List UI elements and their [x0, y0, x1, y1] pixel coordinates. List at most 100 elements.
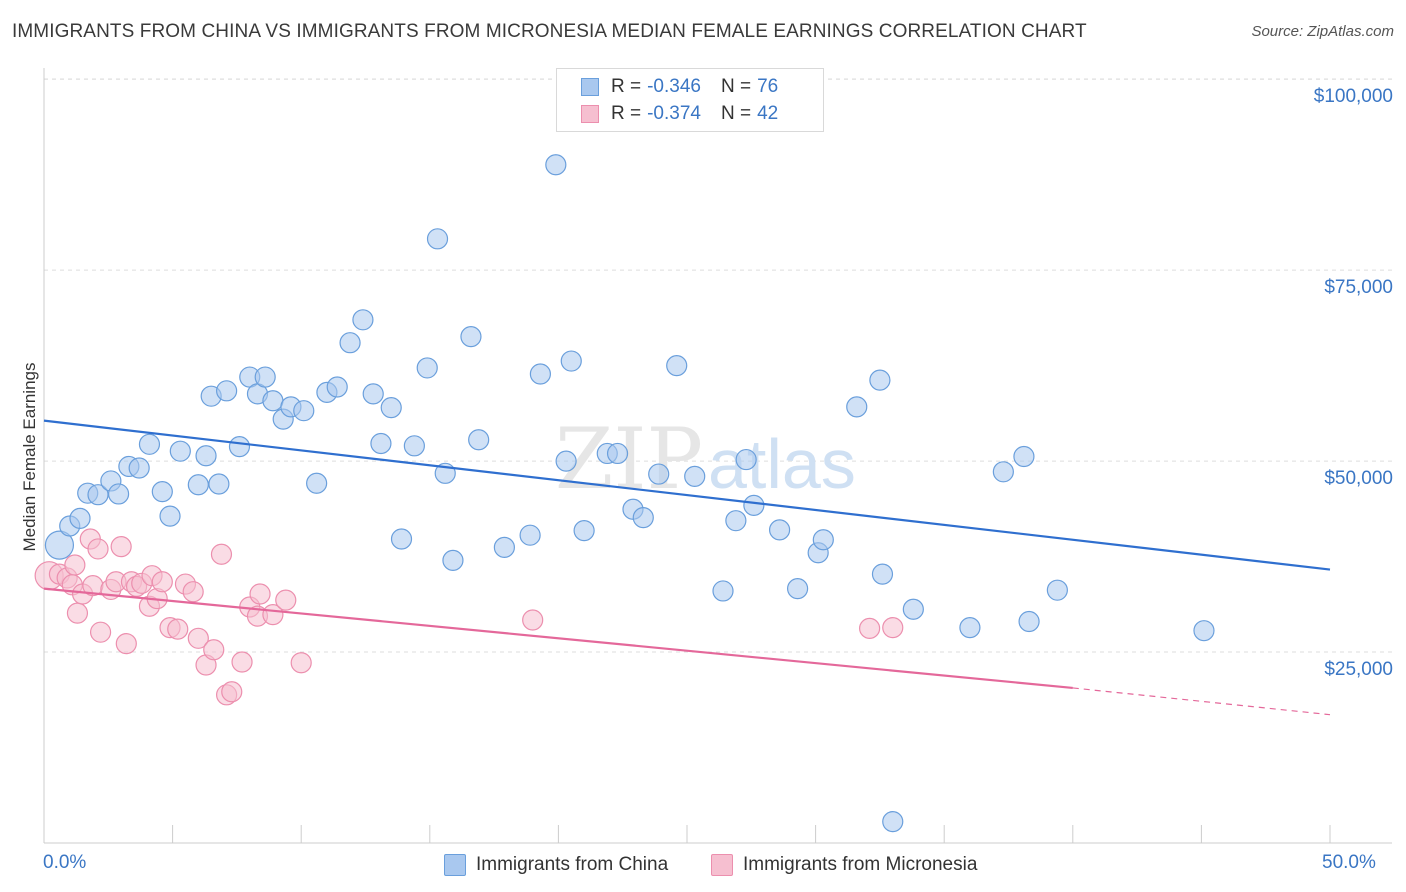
micronesia-point-37	[275, 589, 297, 611]
china-point-18	[228, 435, 251, 458]
china-point-21	[254, 366, 276, 388]
micronesia-n-label: N =	[720, 103, 752, 124]
micronesia-point-23	[167, 618, 189, 640]
micronesia-point-29	[210, 543, 233, 565]
china-point-44	[529, 363, 551, 385]
china-point-72	[1018, 610, 1040, 633]
micronesia-point-35	[249, 583, 271, 605]
micronesia-point-41	[882, 617, 904, 639]
china-point-60	[768, 519, 791, 541]
watermark-zip: ZIP	[555, 410, 703, 508]
china-point-33	[380, 397, 402, 419]
china-point-71	[1013, 445, 1035, 468]
china-point-46	[555, 450, 577, 472]
china-r-value: -0.346	[647, 76, 701, 97]
micronesia-point-4	[64, 554, 86, 576]
china-point-14	[195, 445, 217, 467]
china-r-label: R =	[611, 76, 642, 97]
china-point-36	[416, 357, 438, 379]
micronesia-point-38	[290, 652, 312, 674]
micronesia-point-14	[115, 633, 137, 655]
china-point-17	[216, 380, 238, 402]
china-point-69	[959, 617, 981, 639]
china-point-40	[460, 326, 482, 348]
y-tick-label-50000: $50,000	[1324, 468, 1393, 489]
y-axis-title: Median Female Earnings	[20, 362, 39, 552]
micronesia-point-13	[110, 536, 132, 558]
china-point-2	[69, 507, 91, 529]
china-point-0	[44, 530, 75, 560]
china-series	[44, 154, 1215, 833]
china-point-29	[339, 332, 361, 354]
micronesia-trend-extension	[1072, 687, 1331, 716]
chart-title: IMMIGRANTS FROM CHINA VS IMMIGRANTS FROM…	[12, 21, 1087, 42]
china-trend-line	[43, 419, 1331, 571]
micronesia-r-label: R =	[611, 103, 642, 124]
china-swatch	[581, 78, 599, 96]
gridlines	[44, 78, 1392, 653]
china-point-58	[735, 448, 757, 471]
china-point-66	[871, 563, 894, 585]
china-point-30	[352, 309, 374, 331]
micronesia-point-5	[66, 602, 89, 624]
china-point-31	[362, 383, 384, 405]
micronesia-point-39	[522, 609, 544, 631]
china-point-11	[159, 505, 181, 527]
china-point-39	[442, 549, 464, 571]
china-point-50	[606, 442, 629, 465]
micronesia-point-26	[187, 627, 209, 649]
micronesia-point-25	[182, 581, 204, 603]
micronesia-trend-line	[43, 587, 1073, 690]
china-point-41	[468, 429, 490, 451]
x-min-label: 0.0%	[43, 852, 87, 873]
china-point-68	[902, 598, 924, 620]
bottom-legend-micronesia: Immigrants from Micronesia	[711, 852, 977, 878]
china-point-67	[882, 811, 904, 833]
micronesia-swatch	[581, 105, 599, 123]
bottom-legend-china: Immigrants from China	[444, 852, 668, 878]
china-point-54	[666, 355, 688, 377]
china-point-47	[560, 350, 582, 372]
legend-row-micronesia: R = -0.374 N = 42	[581, 101, 778, 127]
micronesia-point-31	[221, 681, 243, 703]
micronesia-point-40	[859, 617, 881, 639]
bottom-china-swatch	[444, 854, 466, 876]
micronesia-point-28	[203, 639, 225, 661]
y-tick-label-100000: $100,000	[1313, 86, 1393, 107]
china-point-59	[743, 494, 765, 517]
china-point-42	[493, 536, 515, 559]
china-point-64	[846, 396, 868, 418]
china-point-45	[545, 154, 567, 176]
micronesia-point-32	[231, 651, 253, 673]
y-tick-label-75000: $75,000	[1324, 277, 1393, 298]
china-point-43	[519, 524, 541, 546]
china-point-65	[869, 369, 891, 391]
china-point-48	[573, 520, 595, 542]
bottom-micronesia-label: Immigrants from Micronesia	[743, 854, 978, 875]
micronesia-point-10	[89, 621, 112, 643]
bottom-micronesia-swatch	[711, 854, 733, 876]
china-point-10	[151, 481, 173, 503]
china-point-4	[87, 484, 109, 506]
china-point-61	[786, 578, 809, 600]
china-point-57	[725, 510, 747, 532]
micronesia-n-value: 42	[757, 103, 779, 124]
china-point-6	[107, 483, 130, 505]
china-n-label: N =	[720, 76, 752, 97]
x-max-label: 50.0%	[1322, 852, 1376, 873]
china-point-37	[426, 228, 449, 250]
watermark-atlas: atlas	[708, 425, 856, 503]
micronesia-series	[34, 528, 904, 706]
y-tick-label-25000: $25,000	[1324, 659, 1393, 680]
micronesia-point-21	[151, 571, 173, 593]
china-point-32	[370, 432, 392, 455]
china-point-16	[208, 473, 230, 495]
bottom-china-label: Immigrants from China	[476, 854, 669, 875]
china-point-73	[1046, 579, 1068, 601]
china-point-9	[138, 433, 161, 455]
china-point-35	[403, 435, 425, 457]
china-point-52	[632, 507, 654, 529]
trend-lines	[43, 419, 1331, 716]
china-point-25	[293, 400, 315, 422]
